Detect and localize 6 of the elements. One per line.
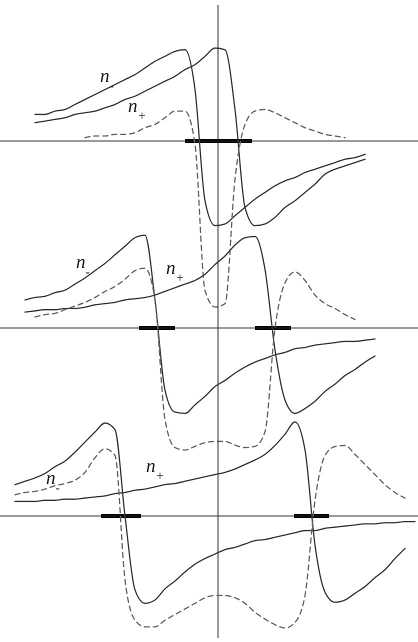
series-label: n$_{-}$ (46, 468, 60, 494)
series-label: n$_{-}$ (100, 66, 114, 92)
series-label: n$_{+}$ (128, 96, 146, 122)
series-label: n$_{-}$ (76, 252, 90, 278)
series-label: n$_{+}$ (146, 456, 164, 482)
series-label: n$_{+}$ (166, 258, 184, 284)
